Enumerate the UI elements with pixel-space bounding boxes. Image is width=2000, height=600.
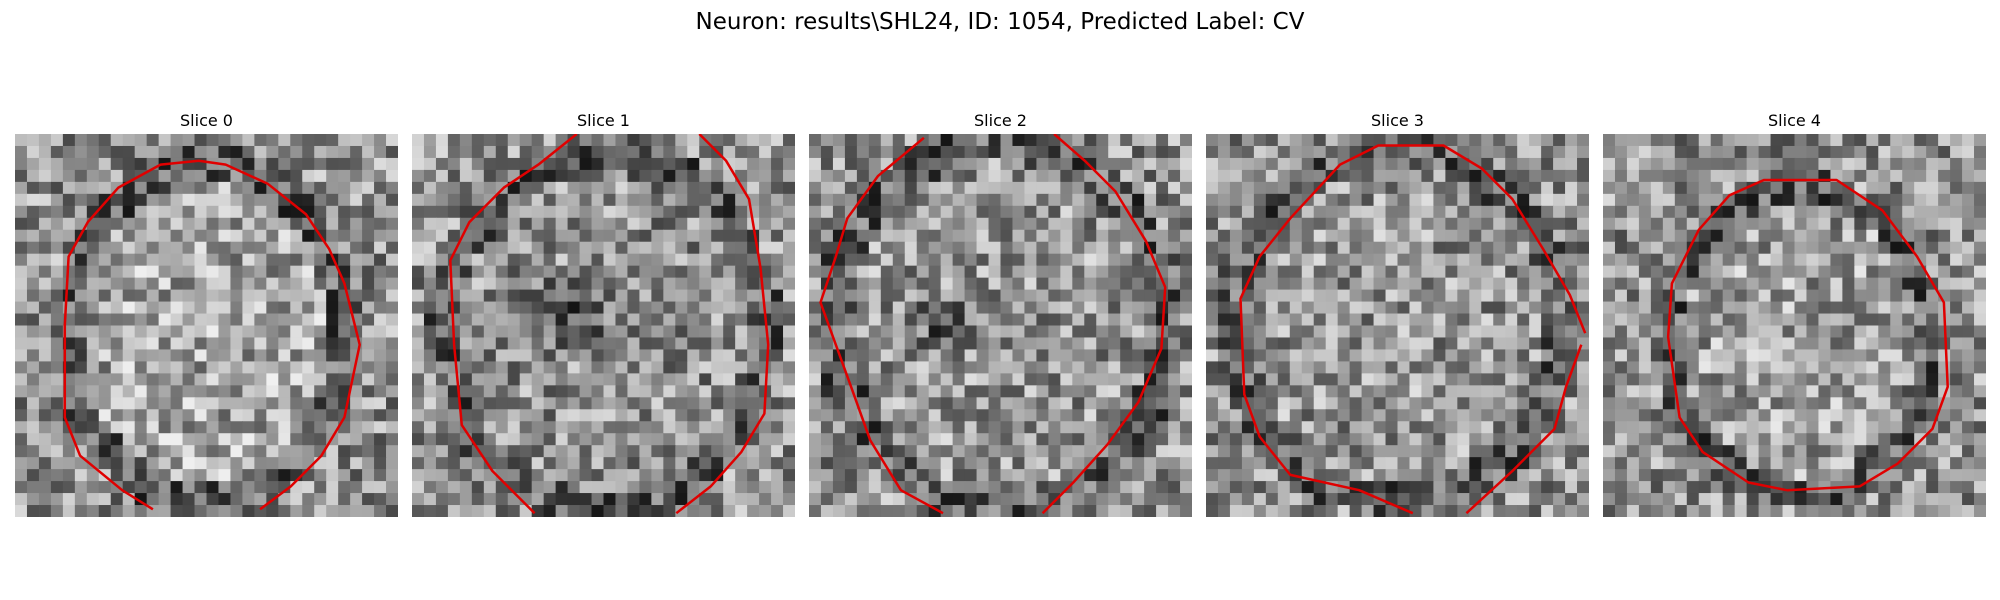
slice-title: Slice 0: [180, 111, 233, 130]
slice-panel-4: Slice 4: [1603, 108, 1986, 517]
pixel-grid: [809, 134, 1192, 517]
pixel-grid: [1206, 134, 1589, 517]
slice-panel-3: Slice 3: [1206, 108, 1589, 517]
slice-panel-0: Slice 0: [15, 108, 398, 517]
slice-panel-2: Slice 2: [809, 108, 1192, 517]
slice-title: Slice 2: [974, 111, 1027, 130]
contour-line: [819, 136, 944, 515]
slice-image-0: [15, 134, 398, 517]
figure-title: Neuron: results\SHL24, ID: 1054, Predict…: [695, 9, 1305, 35]
slice-image-3: [1206, 134, 1589, 517]
pixel-grid: [1603, 134, 1986, 517]
contour-line: [1666, 178, 1949, 492]
contour-line: [1041, 134, 1167, 515]
contour-line: [1239, 144, 1587, 515]
contour-line: [449, 134, 578, 515]
slice-title: Slice 1: [577, 111, 630, 130]
slice-image-4: [1603, 134, 1986, 517]
slice-panel-1: Slice 1: [412, 108, 795, 517]
slice-image-1: [412, 134, 795, 517]
pixel-grid: [412, 134, 795, 517]
contour-line: [1465, 344, 1583, 515]
pixel-grid: [15, 134, 398, 517]
slice-image-2: [809, 134, 1192, 517]
contour-line: [675, 134, 770, 515]
slice-title: Slice 3: [1371, 111, 1424, 130]
contour-line: [63, 159, 361, 511]
slice-title: Slice 4: [1768, 111, 1821, 130]
